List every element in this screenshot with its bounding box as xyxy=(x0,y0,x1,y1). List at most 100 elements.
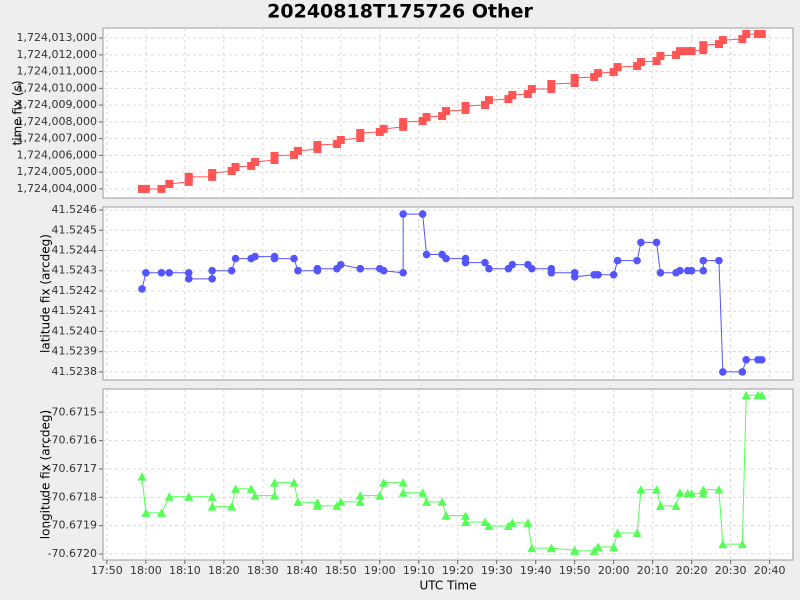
data-point xyxy=(399,210,407,218)
data-point xyxy=(546,543,556,553)
data-point xyxy=(461,258,470,267)
data-point xyxy=(438,112,447,121)
data-point xyxy=(714,485,724,494)
data-point xyxy=(270,254,279,263)
data-point xyxy=(437,497,447,506)
data-point xyxy=(184,172,193,181)
data-point xyxy=(422,250,431,259)
data-point xyxy=(632,528,642,538)
data-point xyxy=(613,63,622,72)
chart-title: 20240818T175726 Other xyxy=(267,1,533,23)
data-point xyxy=(461,517,471,526)
data-point xyxy=(656,268,665,277)
data-point xyxy=(442,254,450,263)
x-tick-label: 19:30 xyxy=(481,564,513,577)
data-point xyxy=(142,268,150,277)
data-point xyxy=(742,355,751,364)
x-tick-label: 18:10 xyxy=(169,564,201,577)
y-axis-label: time fix (s) xyxy=(11,80,25,145)
data-point xyxy=(687,489,697,498)
data-point xyxy=(208,275,216,283)
data-point xyxy=(379,266,388,275)
data-point xyxy=(687,47,696,56)
data-point xyxy=(484,521,494,530)
data-point xyxy=(207,502,217,511)
data-point xyxy=(294,266,302,275)
data-point xyxy=(652,238,661,247)
data-point xyxy=(633,256,641,265)
data-point xyxy=(399,118,408,127)
data-point xyxy=(636,58,645,67)
data-point xyxy=(336,497,346,506)
data-point xyxy=(594,270,602,279)
data-point xyxy=(609,542,619,551)
data-point xyxy=(227,502,237,511)
data-point xyxy=(613,256,622,265)
data-point xyxy=(699,256,708,265)
x-tick-label: 19:20 xyxy=(442,564,474,577)
data-point xyxy=(379,124,388,133)
data-point xyxy=(671,501,681,510)
y-tick-label: -70.6719 xyxy=(48,519,97,532)
data-point xyxy=(737,539,747,549)
x-tick-label: 18:20 xyxy=(208,564,240,577)
data-point xyxy=(485,264,493,273)
data-point xyxy=(157,268,166,277)
y-tick-label: -70.6718 xyxy=(48,490,97,503)
y-tick-label: 41.5238 xyxy=(52,365,98,378)
data-point xyxy=(570,273,579,281)
x-tick-label: 20:00 xyxy=(598,564,630,577)
data-point xyxy=(313,145,322,154)
data-point xyxy=(594,69,603,78)
data-point xyxy=(207,492,217,501)
data-point xyxy=(609,68,618,77)
data-point xyxy=(184,268,193,277)
data-point xyxy=(270,155,279,164)
x-tick-label: 17:50 xyxy=(91,564,123,577)
x-tick-label: 18:30 xyxy=(247,564,279,577)
data-point xyxy=(422,113,431,122)
y-tick-label: 41.5239 xyxy=(52,345,98,358)
data-point xyxy=(441,511,451,520)
data-point xyxy=(156,508,166,517)
data-point xyxy=(527,85,536,94)
data-point xyxy=(290,150,299,159)
data-point xyxy=(652,57,661,66)
data-point xyxy=(227,167,236,176)
data-point xyxy=(184,275,193,283)
data-point xyxy=(613,528,623,538)
data-point xyxy=(208,169,217,178)
data-point xyxy=(637,238,645,247)
data-point xyxy=(336,135,345,144)
x-tick-label: 18:40 xyxy=(286,564,318,577)
data-point xyxy=(312,501,322,510)
data-point xyxy=(718,36,727,45)
x-tick-label: 20:10 xyxy=(637,564,669,577)
x-tick-label: 18:00 xyxy=(130,564,162,577)
y-tick-label: -70.6716 xyxy=(48,434,97,447)
data-point xyxy=(270,491,280,500)
y-axis-label: longitude fix (arcdeg) xyxy=(39,410,53,539)
data-point xyxy=(231,162,240,171)
data-point xyxy=(355,491,365,500)
data-point xyxy=(461,511,471,520)
x-tick-label: 20:40 xyxy=(754,564,786,577)
data-point xyxy=(231,484,241,493)
data-point xyxy=(290,254,298,263)
data-point xyxy=(547,79,556,88)
data-point xyxy=(164,492,174,501)
data-point xyxy=(655,501,665,510)
y-tick-label: -70.6715 xyxy=(48,405,97,418)
y-tick-label: -70.6717 xyxy=(48,462,97,475)
data-point xyxy=(699,41,708,50)
data-point xyxy=(442,106,451,115)
data-point xyxy=(547,85,556,94)
data-point xyxy=(718,539,728,549)
data-point xyxy=(484,96,493,105)
data-point xyxy=(715,256,723,265)
x-tick-label: 19:40 xyxy=(520,564,552,577)
data-point xyxy=(699,46,708,55)
data-point xyxy=(418,488,428,497)
data-point xyxy=(246,484,256,493)
